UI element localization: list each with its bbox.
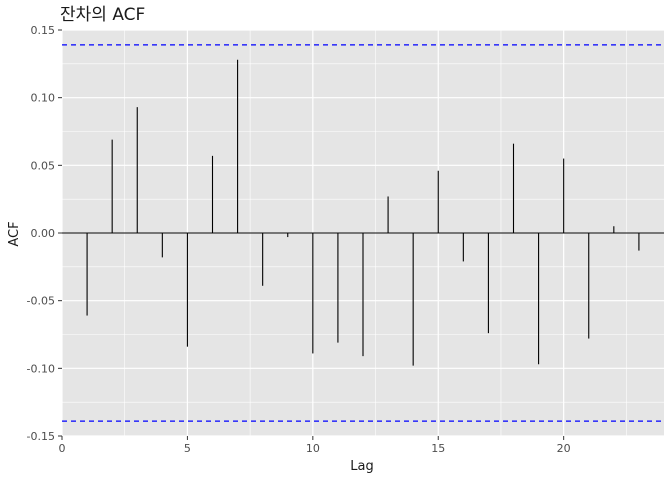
x-tick-label: 5 xyxy=(184,442,191,455)
y-axis-ticks: 0.15 0.10 0.05 0.00 -0.05 -0.10 -0.15 xyxy=(27,24,62,443)
y-tick-label: -0.15 xyxy=(27,430,55,443)
y-tick-label: 0.10 xyxy=(31,92,56,105)
x-tick-label: 0 xyxy=(59,442,66,455)
chart-title: 잔차의 ACF xyxy=(60,5,145,25)
confidence-lines xyxy=(62,44,664,422)
x-axis-title: Lag xyxy=(350,459,373,474)
x-tick-label: 20 xyxy=(557,442,571,455)
acf-bars xyxy=(86,59,640,366)
y-tick-label: 0.05 xyxy=(31,159,56,172)
x-tick-label: 10 xyxy=(306,442,320,455)
y-tick-label: -0.05 xyxy=(27,295,55,308)
y-tick-label: 0.00 xyxy=(31,227,56,240)
y-tick-label: 0.15 xyxy=(31,24,56,37)
y-tick-label: -0.10 xyxy=(27,362,55,375)
x-tick-label: 15 xyxy=(431,442,445,455)
x-axis-ticks: 0 5 10 15 20 xyxy=(59,436,571,455)
y-axis-title: ACF xyxy=(7,221,22,246)
